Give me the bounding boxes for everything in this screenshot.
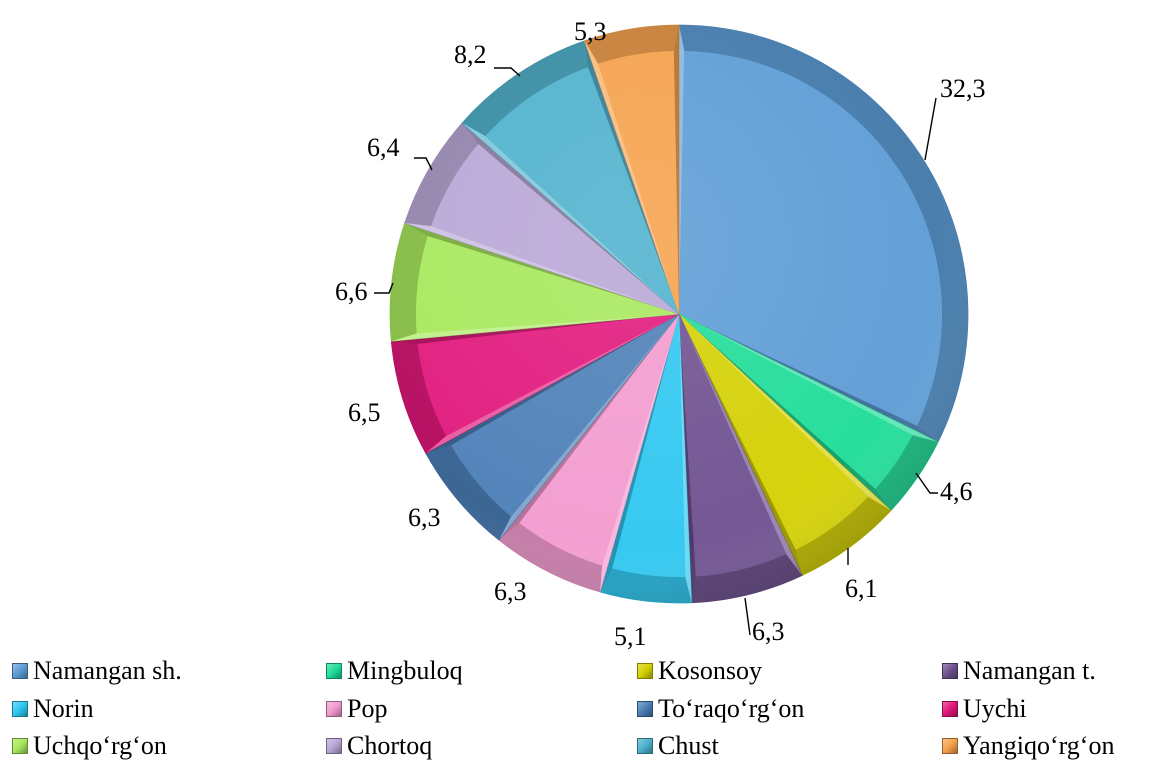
legend-label: Chortoq xyxy=(347,731,433,760)
leader-line-namangan-t xyxy=(744,597,751,636)
leader-line-chortoq xyxy=(414,157,433,171)
legend-item-yangiqo-rg-on: Yangiqo‘rg‘on xyxy=(942,727,1114,765)
leader-line-namangan-sh xyxy=(924,97,937,161)
data-label-chortoq: 6,4 xyxy=(367,133,400,162)
legend-swatch-namangan-sh xyxy=(12,663,28,679)
legend-item-chust: Chust xyxy=(637,727,719,765)
legend-swatch-kosonsoy xyxy=(637,663,653,679)
legend-swatch-uychi xyxy=(942,701,958,717)
legend-item-norin: Norin xyxy=(12,690,94,728)
data-label-mingbuloq: 4,6 xyxy=(940,477,973,506)
legend-swatch-mingbuloq xyxy=(326,663,342,679)
data-label-yangiqo-rg-on: 5,3 xyxy=(574,17,607,46)
legend-item-namangan-t: Namangan t. xyxy=(942,652,1096,690)
legend-item-kosonsoy: Kosonsoy xyxy=(637,652,762,690)
legend-label: Uychi xyxy=(963,694,1027,723)
legend-swatch-norin xyxy=(12,701,28,717)
data-label-namangan-sh: 32,3 xyxy=(940,74,986,103)
legend-swatch-yangiqo-rg-on xyxy=(942,738,958,754)
legend-item-to-raqo-rg-on: To‘raqo‘rg‘on xyxy=(637,690,804,728)
legend-item-mingbuloq: Mingbuloq xyxy=(326,652,463,690)
pie-slices xyxy=(389,24,969,604)
leader-line-uchqo-rg-on xyxy=(374,282,394,294)
legend-swatch-chortoq xyxy=(326,738,342,754)
legend-label: Chust xyxy=(658,731,719,760)
legend: Namangan sh. Mingbuloq Kosonsoy Namangan t.… xyxy=(0,650,1154,766)
data-label-namangan-t: 6,3 xyxy=(752,617,785,646)
legend-label: To‘raqo‘rg‘on xyxy=(658,694,805,723)
legend-item-uchqo-rg-on: Uchqo‘rg‘on xyxy=(12,727,167,765)
data-label-pop: 6,3 xyxy=(494,577,527,606)
legend-item-uychi: Uychi xyxy=(942,690,1027,728)
data-labels: 32,3 4,6 6,1 6,3 5,1 6,3 6,3 6,5 6,6 6,4 8,2 5,3 xyxy=(335,17,986,650)
leader-lines xyxy=(374,67,938,636)
legend-label: Namangan t. xyxy=(963,656,1096,685)
leader-line-chust xyxy=(494,67,521,77)
data-label-norin: 5,1 xyxy=(614,622,647,650)
legend-swatch-chust xyxy=(637,738,653,754)
legend-label: Kosonsoy xyxy=(658,656,763,685)
legend-label: Yangiqo‘rg‘on xyxy=(963,731,1115,760)
legend-item-namangan-sh: Namangan sh. xyxy=(12,652,182,690)
legend-item-chortoq: Chortoq xyxy=(326,727,432,765)
legend-label: Norin xyxy=(33,694,94,723)
legend-label: Namangan sh. xyxy=(33,656,182,685)
legend-swatch-namangan-t xyxy=(942,663,958,679)
legend-item-pop: Pop xyxy=(326,690,387,728)
data-label-to-raqo-rg-on: 6,3 xyxy=(408,503,441,532)
legend-swatch-to-raqo-rg-on xyxy=(637,701,653,717)
legend-swatch-uchqo-rg-on xyxy=(12,738,28,754)
leader-line-mingbuloq xyxy=(915,472,938,494)
legend-label: Mingbuloq xyxy=(347,656,463,685)
pie-chart: 32,3 4,6 6,1 6,3 5,1 6,3 6,3 6,5 6,6 6,4 8,2 5,3 xyxy=(335,17,986,650)
legend-swatch-pop xyxy=(326,701,342,717)
data-label-uchqo-rg-on: 6,6 xyxy=(335,277,368,306)
data-label-kosonsoy: 6,1 xyxy=(845,574,878,603)
data-label-uychi: 6,5 xyxy=(348,398,381,427)
data-label-chust: 8,2 xyxy=(454,40,487,69)
legend-label: Pop xyxy=(347,694,388,723)
legend-label: Uchqo‘rg‘on xyxy=(33,731,167,760)
